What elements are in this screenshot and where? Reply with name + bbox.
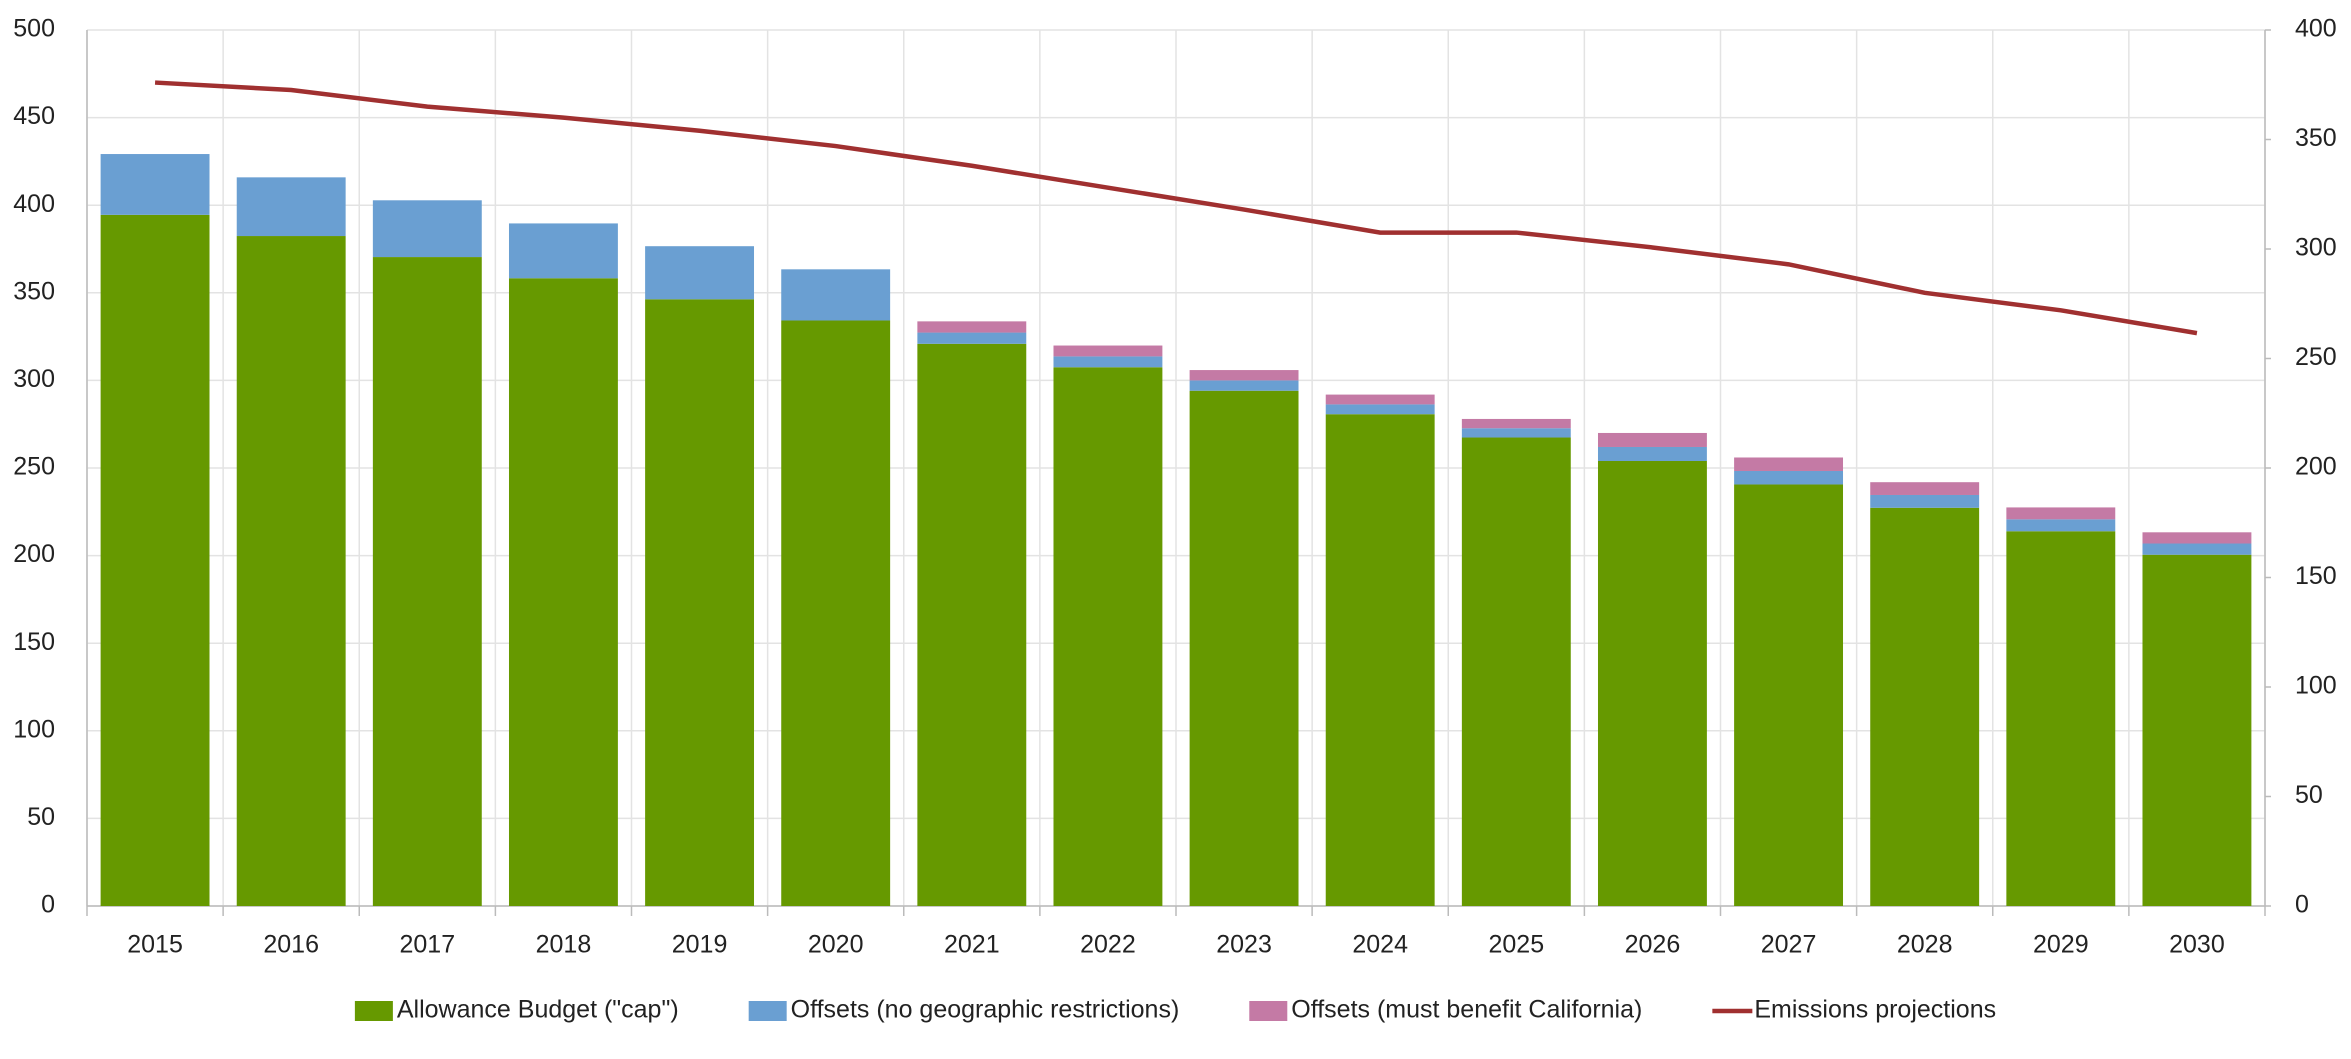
legend-label: Offsets (must benefit California) [1291,996,1642,1024]
legend-label: Offsets (no geographic restrictions) [791,996,1180,1024]
bar [1053,367,1163,906]
bar [1597,432,1707,447]
bar [1461,437,1571,906]
x-tick-label: 2022 [1080,931,1136,959]
bar [100,154,210,215]
bar [1870,507,1980,906]
bar [372,257,482,906]
bar [1189,370,1299,381]
bar [372,200,482,258]
bar [1325,404,1435,415]
bar [236,236,346,906]
bar [917,332,1027,344]
x-tick-label: 2028 [1897,931,1953,959]
y2-tick-label: 50 [2295,781,2323,809]
x-tick-label: 2024 [1352,931,1408,959]
bar [1053,356,1163,368]
bar [2142,554,2252,906]
legend-key [1249,1001,1288,1021]
x-tick-label: 2027 [1761,931,1817,959]
bar [917,321,1027,333]
legend-label: Emissions projections [1754,996,1996,1024]
y-tick-label: 150 [13,628,55,656]
bar [1189,380,1299,391]
bar [1734,457,1844,471]
y2-tick-label: 400 [2295,15,2337,43]
y-tick-label: 200 [13,540,55,568]
y-tick-label: 300 [13,365,55,393]
x-tick-label: 2016 [263,931,319,959]
x-tick-label: 2029 [2033,931,2089,959]
y-tick-label: 500 [13,15,55,43]
bar [2006,507,2116,520]
y2-tick-label: 150 [2295,562,2337,590]
bar [781,269,891,321]
line [154,80,2198,336]
bar [2006,519,2116,532]
bar [508,278,618,906]
y2-tick-label: 250 [2295,343,2337,371]
y2-tick-label: 300 [2295,234,2337,262]
bar [1325,414,1435,906]
x-tick-label: 2030 [2169,931,2225,959]
bar [645,299,755,906]
legend-key [748,1001,787,1021]
bar [1461,418,1571,429]
y-tick-label: 50 [27,803,55,831]
legend-label: Allowance Budget ("cap") [397,996,679,1024]
y2-tick-label: 0 [2295,891,2309,919]
x-tick-label: 2021 [944,931,1000,959]
bar [1053,345,1163,357]
bar [1597,460,1707,906]
bar [645,246,755,300]
x-tick-label: 2015 [127,931,183,959]
bar [1325,394,1435,405]
x-tick-label: 2019 [672,931,728,959]
x-tick-label: 2023 [1216,931,1272,959]
bar [100,214,210,906]
bar [781,320,891,907]
y2-tick-label: 100 [2295,672,2337,700]
x-tick-label: 2020 [808,931,864,959]
x-tick-label: 2026 [1625,931,1681,959]
x-tick-label: 2017 [400,931,456,959]
bar [1597,446,1707,461]
bar [1870,482,1980,495]
y-tick-label: 100 [13,715,55,743]
bar [917,343,1027,906]
bar [2006,531,2116,906]
bar [236,177,346,237]
bar [1734,470,1844,485]
legend-key [354,1001,393,1021]
bar [2142,532,2252,544]
y-tick-label: 450 [13,102,55,130]
bar [1870,494,1980,508]
bar [1461,428,1571,438]
bar [1734,484,1844,906]
y2-tick-label: 200 [2295,453,2337,481]
y-tick-label: 250 [13,453,55,481]
y-tick-label: 350 [13,277,55,305]
bar [2142,543,2252,555]
bar [1189,390,1299,906]
bar [508,223,618,279]
y-tick-label: 400 [13,190,55,218]
x-tick-label: 2018 [536,931,592,959]
x-tick-label: 2025 [1489,931,1545,959]
y-tick-label: 0 [41,891,55,919]
y2-tick-label: 350 [2295,124,2337,152]
